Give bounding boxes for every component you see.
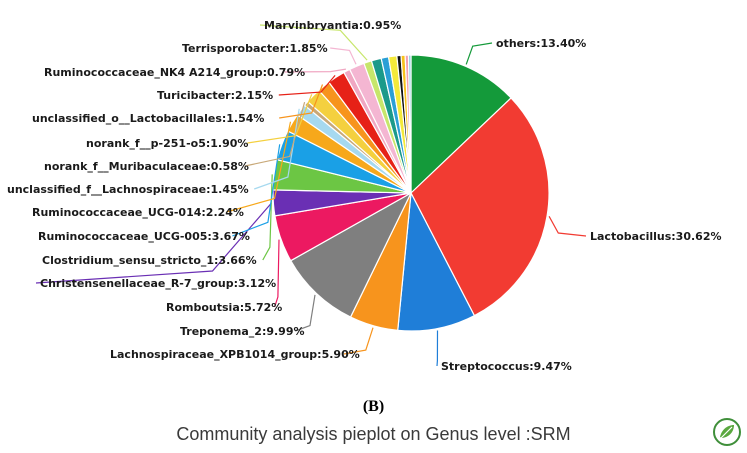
pie-slice-others xyxy=(410,54,512,195)
slice-label-romboutsia: Romboutsia:5.72% xyxy=(166,301,282,314)
leader-line-norank-f-p-251-o5 xyxy=(247,94,313,144)
slice-label-norank-f-muribaculaceae: norank_f__Muribaculaceae:0.58% xyxy=(44,160,249,173)
slice-label-terrisporobacter: Terrisporobacter:1.85% xyxy=(182,42,328,55)
leaf-logo-icon xyxy=(713,418,741,446)
slice-label-norank-f-p-251-o5: norank_f__p-251-o5:1.90% xyxy=(86,137,248,150)
leader-line-terrisporobacter xyxy=(330,47,357,65)
pie-slice-streptococcus xyxy=(397,190,476,332)
slice-label-ruminococcaceae-ucg-014: Ruminococcaceae_UCG-014:2.24% xyxy=(32,206,244,219)
leader-line-turicibacter xyxy=(278,75,336,96)
pie-chart: others:13.40% Lactobacillus:30.62% Strepto… xyxy=(7,19,722,373)
slice-label-unclassified-f-lachnospiraceae: unclassified_f__Lachnospiraceae:1.45% xyxy=(7,183,249,196)
slice-label-clostridium-sensu-stricto-1: Clostridium_sensu_stricto_1:3.66% xyxy=(42,254,257,267)
leader-line-ruminococcaceae-ucg-014 xyxy=(226,121,292,213)
slice-label-ruminococcaceae-ucg-005: Ruminococcaceae_UCG-005:3.67% xyxy=(38,230,250,243)
slice-label-lactobacillus: Lactobacillus:30.62% xyxy=(590,230,722,243)
pie-slice-treponema-2 xyxy=(289,191,413,318)
leader-line-ruminococcaceae-nk4a214-group xyxy=(284,68,346,73)
pie-slice-unlabeled-slice-g xyxy=(407,54,412,194)
leader-lines xyxy=(35,24,587,367)
leader-line-streptococcus xyxy=(436,330,439,367)
leader-line-romboutsia xyxy=(274,239,280,308)
slice-label-christensenellaceae-r-7-group: Christensenellaceae_R-7_group:3.12% xyxy=(40,277,276,290)
leader-line-marvinbryantia xyxy=(259,24,368,61)
leader-line-clostridium-sensu-stricto-1 xyxy=(262,174,273,261)
slice-label-lachnospiraceae-xpb1014-group: Lachnospiraceae_XPB1014_group:5.90% xyxy=(110,348,360,361)
slice-label-marvinbryantia: Marvinbryantia:0.95% xyxy=(264,19,401,32)
leader-line-treponema-2 xyxy=(294,294,316,332)
leader-line-others xyxy=(465,42,493,65)
leader-line-norank-f-muribaculaceae xyxy=(244,101,306,167)
chart-title: Community analysis pieplot on Genus leve… xyxy=(176,424,571,444)
leader-line-unclassified-o-lactobacillales xyxy=(279,84,324,119)
slice-label-ruminococcaceae-nk4a214-group: Ruminococcaceae_NK4 A214_group:0.79% xyxy=(44,66,305,79)
slice-label-unclassified-o-lactobacillales: unclassified_o__Lactobacillales:1.54% xyxy=(32,112,264,125)
leader-line-lactobacillus xyxy=(548,216,587,237)
leader-line-lachnospiraceae-xpb1014-group xyxy=(343,327,374,355)
pie-slice-lactobacillus xyxy=(410,97,550,317)
panel-label: (B) xyxy=(362,398,385,415)
leader-line-ruminococcaceae-ucg-005 xyxy=(232,144,281,237)
slice-label-treponema-2: Treponema_2:9.99% xyxy=(180,325,305,338)
slice-labels: others:13.40% Lactobacillus:30.62% Strepto… xyxy=(7,19,722,373)
pie-slices xyxy=(272,54,550,332)
slice-label-others: others:13.40% xyxy=(496,37,586,50)
slice-label-streptococcus: Streptococcus:9.47% xyxy=(441,360,572,373)
leader-line-christensenellaceae-r-7-group xyxy=(35,202,272,284)
slice-label-turicibacter: Turicibacter:2.15% xyxy=(157,89,273,102)
leader-line-unclassified-f-lachnospiraceae xyxy=(253,108,300,190)
